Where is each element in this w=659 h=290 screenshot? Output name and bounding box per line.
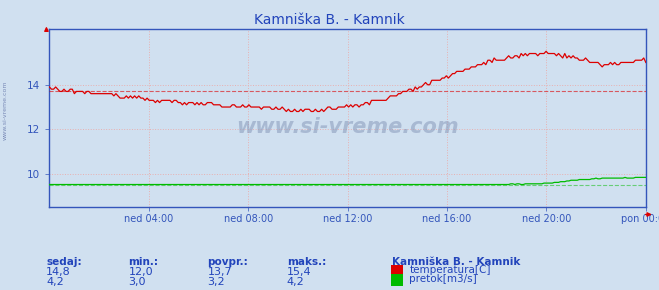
Text: 4,2: 4,2 xyxy=(287,277,304,287)
Text: pretok[m3/s]: pretok[m3/s] xyxy=(409,274,477,284)
Text: 14,8: 14,8 xyxy=(46,267,71,278)
Text: Kamniška B. - Kamnik: Kamniška B. - Kamnik xyxy=(392,257,521,267)
Text: Kamniška B. - Kamnik: Kamniška B. - Kamnik xyxy=(254,13,405,27)
Text: sedaj:: sedaj: xyxy=(46,257,82,267)
Text: 12,0: 12,0 xyxy=(129,267,153,278)
Text: www.si-vreme.com: www.si-vreme.com xyxy=(237,117,459,137)
Text: 13,7: 13,7 xyxy=(208,267,232,278)
Text: www.si-vreme.com: www.si-vreme.com xyxy=(3,80,8,140)
Text: povpr.:: povpr.: xyxy=(208,257,248,267)
Text: 4,2: 4,2 xyxy=(46,277,64,287)
Text: 15,4: 15,4 xyxy=(287,267,311,278)
Text: 3,2: 3,2 xyxy=(208,277,225,287)
Text: temperatura[C]: temperatura[C] xyxy=(409,265,491,275)
Text: maks.:: maks.: xyxy=(287,257,326,267)
Text: 3,0: 3,0 xyxy=(129,277,146,287)
Text: min.:: min.: xyxy=(129,257,159,267)
